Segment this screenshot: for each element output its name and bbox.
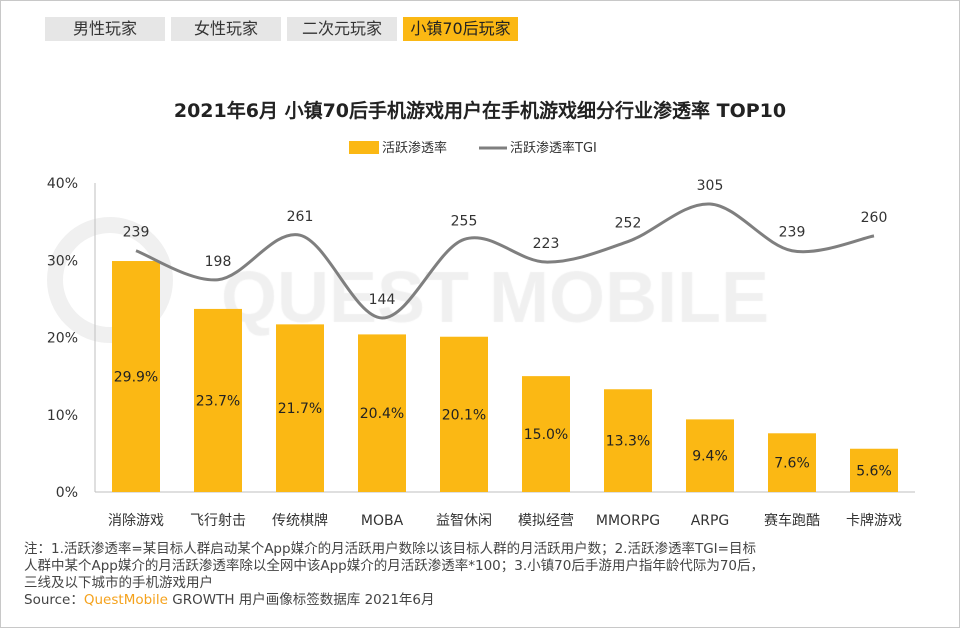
tgi-value-label: 252 bbox=[615, 216, 642, 232]
x-tick-label: 传统棋牌 bbox=[272, 512, 328, 529]
bar-value-label: 29.9% bbox=[114, 370, 158, 386]
y-tick-label: 40% bbox=[47, 176, 78, 192]
bar bbox=[604, 389, 652, 492]
y-tick-label: 30% bbox=[47, 253, 78, 269]
tgi-value-label: 239 bbox=[779, 225, 806, 241]
bar-value-label: 20.4% bbox=[360, 406, 404, 422]
note-line: 注：1.活跃渗透率=某目标人群启动某个App媒介的月活跃用户数除以该目标人群的月… bbox=[24, 541, 756, 557]
legend-swatch-bar bbox=[349, 141, 379, 154]
x-tick-label: MOBA bbox=[361, 513, 404, 529]
bar bbox=[276, 324, 324, 492]
bar-value-label: 5.6% bbox=[856, 463, 892, 479]
legend-label-line: 活跃渗透率TGI bbox=[510, 140, 597, 156]
x-tick-label: 消除游戏 bbox=[108, 513, 164, 529]
source-suffix: GROWTH 用户画像标签数据库 2021年6月 bbox=[167, 592, 435, 608]
bar-value-label: 7.6% bbox=[774, 456, 810, 472]
tab-male[interactable]: 男性玩家 bbox=[45, 17, 165, 41]
tgi-line bbox=[135, 202, 875, 320]
bar bbox=[440, 336, 488, 492]
source: Source：QuestMobile GROWTH 用户画像标签数据库 2021… bbox=[24, 592, 944, 609]
bar bbox=[768, 433, 816, 492]
tab-bar: 男性玩家 女性玩家 二次元玩家 小镇70后玩家 bbox=[45, 17, 518, 41]
watermark-logo bbox=[47, 217, 173, 343]
tgi-value-label: 255 bbox=[451, 213, 478, 229]
bar bbox=[194, 308, 242, 492]
footnotes: 注：1.活跃渗透率=某目标人群启动某个App媒介的月活跃用户数除以该目标人群的月… bbox=[24, 541, 944, 609]
tgi-value-label: 198 bbox=[205, 254, 232, 270]
legend: 活跃渗透率 活跃渗透率TGI bbox=[349, 140, 597, 156]
tab-town-70s[interactable]: 小镇70后玩家 bbox=[403, 17, 518, 41]
tgi-value-label: 223 bbox=[533, 236, 560, 252]
tgi-value-label: 144 bbox=[369, 292, 396, 308]
bar bbox=[358, 334, 406, 492]
tgi-value-label: 305 bbox=[697, 178, 724, 194]
bar-value-label: 15.0% bbox=[524, 427, 568, 443]
note-line: 三线及以下城市的手机游戏用户 bbox=[24, 575, 213, 591]
x-tick-label: ARPG bbox=[691, 513, 730, 529]
bar bbox=[112, 261, 160, 492]
tab-anime[interactable]: 二次元玩家 bbox=[287, 17, 397, 41]
tgi-value-label: 261 bbox=[287, 209, 314, 225]
source-brand: QuestMobile bbox=[83, 592, 168, 608]
bar-value-label: 21.7% bbox=[278, 401, 322, 417]
y-tick-label: 10% bbox=[47, 408, 78, 424]
bar bbox=[850, 448, 898, 492]
bar-value-label: 23.7% bbox=[196, 393, 240, 409]
x-tick-label: 赛车跑酷 bbox=[764, 512, 820, 529]
legend-label-bar: 活跃渗透率 bbox=[382, 140, 447, 156]
x-tick-label: 卡牌游戏 bbox=[846, 512, 902, 529]
source-prefix: Source： bbox=[24, 592, 84, 608]
x-tick-label: 模拟经营 bbox=[518, 513, 574, 529]
y-tick-label: 20% bbox=[47, 331, 78, 347]
bar bbox=[522, 376, 570, 492]
tab-female[interactable]: 女性玩家 bbox=[171, 17, 281, 41]
bar bbox=[686, 419, 734, 492]
x-tick-label: MMORPG bbox=[596, 513, 660, 529]
tgi-value-label: 239 bbox=[123, 225, 150, 241]
chart-title: 2021年6月 小镇70后手机游戏用户在手机游戏细分行业渗透率 TOP10 bbox=[173, 100, 787, 122]
bar-value-label: 20.1% bbox=[442, 407, 486, 423]
x-tick-label: 飞行射击 bbox=[190, 513, 246, 529]
y-tick-label: 0% bbox=[56, 485, 78, 501]
x-tick-label: 益智休闲 bbox=[436, 513, 492, 529]
bar-value-label: 13.3% bbox=[606, 434, 650, 450]
note-line: 人群中某个App媒介的月活跃渗透率除以全网中该App媒介的月活跃渗透率*100；… bbox=[24, 558, 765, 574]
tgi-value-label: 260 bbox=[861, 210, 888, 226]
bar-value-label: 9.4% bbox=[692, 449, 728, 465]
